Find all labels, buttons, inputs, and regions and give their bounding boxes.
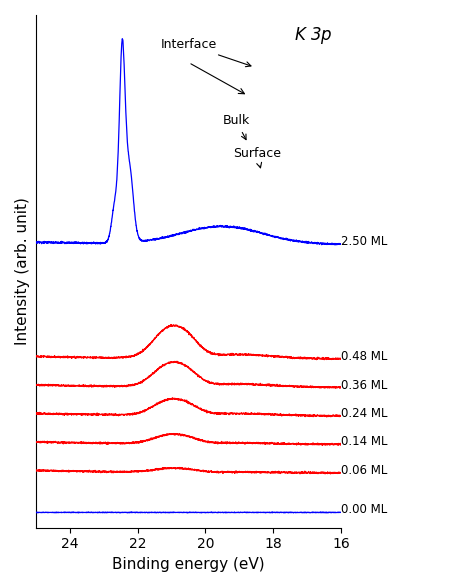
Text: 0.00 ML: 0.00 ML [341, 504, 388, 517]
Text: 0.24 ML: 0.24 ML [341, 407, 388, 420]
Text: 2.50 ML: 2.50 ML [341, 235, 388, 248]
Text: 0.48 ML: 0.48 ML [341, 350, 388, 363]
Text: Bulk: Bulk [222, 114, 250, 140]
Text: 0.14 ML: 0.14 ML [341, 436, 388, 448]
Y-axis label: Intensity (arb. unit): Intensity (arb. unit) [15, 197, 30, 345]
Text: 0.36 ML: 0.36 ML [341, 379, 388, 392]
Text: 0.06 ML: 0.06 ML [341, 464, 388, 477]
Text: Surface: Surface [233, 147, 281, 168]
Text: K 3$p$: K 3$p$ [294, 25, 332, 46]
Text: Interface: Interface [160, 38, 251, 67]
X-axis label: Binding energy (eV): Binding energy (eV) [112, 557, 265, 572]
